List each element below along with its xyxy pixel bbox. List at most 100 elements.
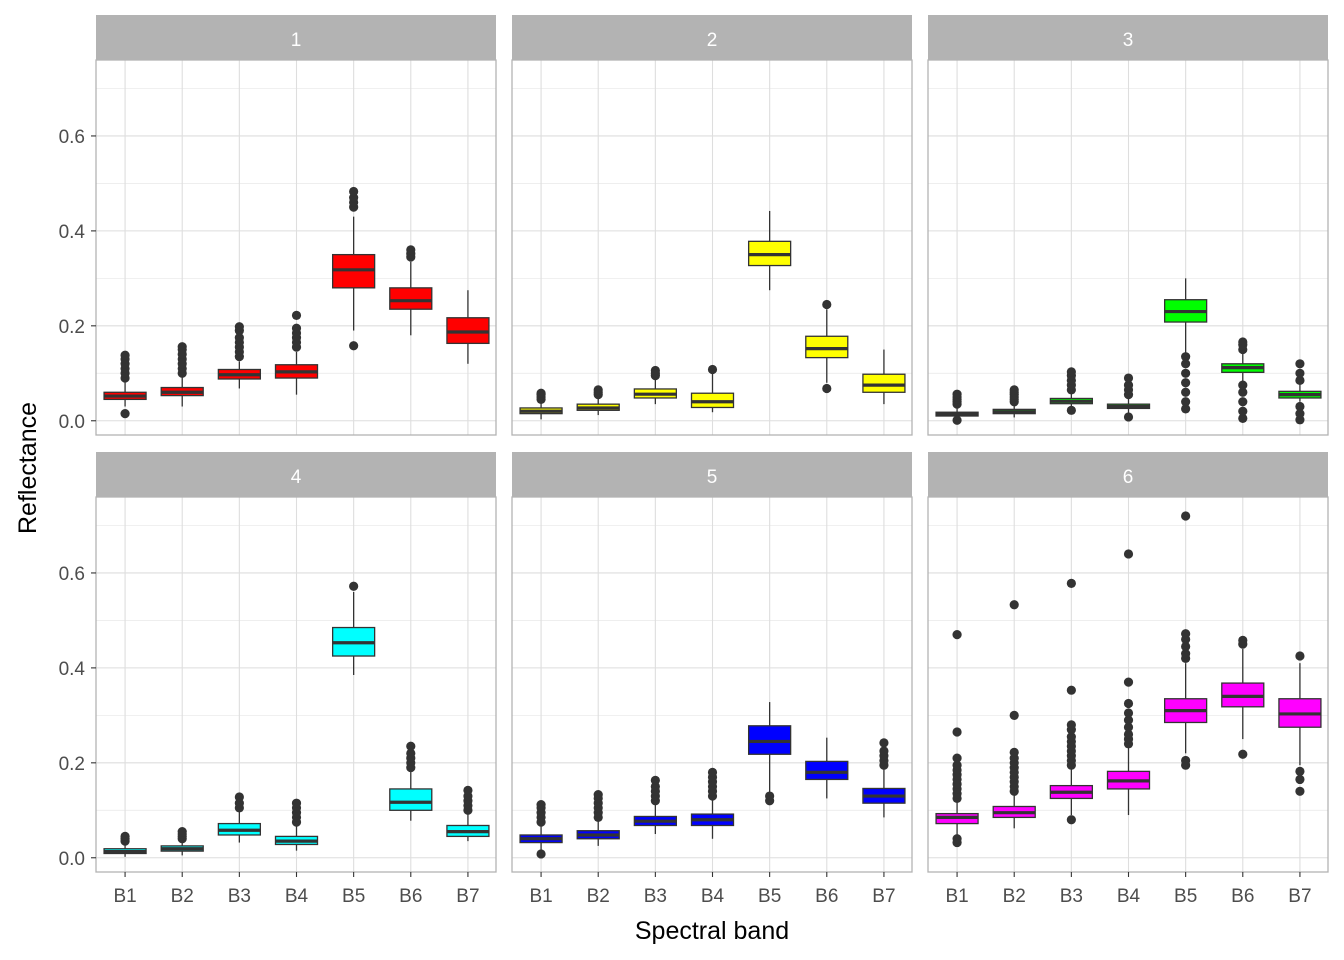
- y-tick-label: 0.2: [59, 754, 85, 775]
- box-B6: [1221, 635, 1265, 759]
- x-tick-label: B3: [1060, 886, 1083, 907]
- box-B1: [519, 388, 563, 420]
- box-B1: [103, 350, 147, 419]
- outlier-point: [952, 727, 962, 737]
- outlier-point: [177, 342, 187, 352]
- outlier-point: [406, 748, 416, 758]
- outlier-point: [1123, 549, 1134, 559]
- box-B5: [331, 581, 376, 676]
- outlier-point: [1123, 698, 1134, 709]
- box-B2: [992, 600, 1036, 829]
- box-B4: [274, 310, 319, 395]
- outlier-point: [1295, 409, 1305, 419]
- facet-strip-label: 5: [707, 467, 718, 488]
- outlier-point: [1123, 708, 1134, 718]
- x-tick-label: B2: [171, 886, 194, 907]
- box-B2: [576, 790, 620, 846]
- outlier-point: [1181, 387, 1191, 397]
- outlier-point: [1238, 397, 1248, 407]
- outlier-point: [349, 186, 359, 197]
- facet-panel-6: 6 B1 B2 B3 B4 B5 B6 B7: [927, 452, 1329, 907]
- outlier-point: [406, 245, 416, 255]
- outlier-point: [1238, 387, 1248, 397]
- outlier-point: [349, 581, 359, 591]
- outlier-point: [952, 415, 962, 425]
- box-B4: [1106, 549, 1151, 816]
- panel-border: [511, 59, 913, 436]
- outlier-point: [291, 323, 302, 333]
- outlier-point: [707, 364, 718, 375]
- x-tick-label: B6: [399, 886, 422, 907]
- outlier-point: [1295, 368, 1305, 378]
- box-B2: [992, 385, 1036, 418]
- facet-strip-label: 2: [707, 30, 718, 51]
- outlier-point: [1181, 511, 1191, 521]
- x-tick-label: B1: [945, 886, 968, 907]
- outlier-point: [1295, 786, 1305, 796]
- x-tick-label: B7: [872, 886, 895, 907]
- outlier-point: [952, 630, 962, 640]
- y-tick-label: 0.2: [59, 317, 85, 338]
- box-B4: [274, 798, 319, 851]
- box-B7: [862, 349, 906, 405]
- outlier-point: [536, 388, 546, 398]
- outlier-point: [650, 365, 660, 376]
- box-body: [389, 287, 433, 310]
- outlier-point: [593, 790, 603, 800]
- outlier-point: [291, 798, 302, 808]
- outlier-point: [463, 785, 473, 795]
- outlier-point: [1181, 629, 1191, 639]
- outlier-point: [1123, 729, 1134, 739]
- box-body: [389, 788, 433, 811]
- box-B7: [862, 738, 906, 818]
- box-B1: [103, 831, 147, 857]
- facet-strip: [512, 452, 912, 497]
- outlier-point: [879, 746, 889, 756]
- facet-strip: [928, 15, 1328, 60]
- outlier-point: [707, 767, 718, 777]
- box-B1: [519, 799, 563, 859]
- outlier-point: [120, 350, 130, 360]
- facet-panel-5: 5 B1 B2 B3 B4 B5 B6 B7: [511, 452, 913, 907]
- outlier-point: [952, 753, 962, 763]
- box-B7: [1278, 359, 1322, 425]
- outlier-point: [234, 792, 244, 802]
- y-tick-label: 0.0: [59, 412, 85, 433]
- box-B6: [805, 737, 849, 799]
- box-B3: [633, 365, 678, 405]
- x-tick-label: B3: [228, 886, 251, 907]
- box-B7: [446, 290, 490, 364]
- outlier-point: [1181, 649, 1191, 659]
- outlier-point: [1009, 710, 1019, 720]
- box-B2: [576, 385, 620, 416]
- box-B4: [690, 767, 735, 839]
- outlier-point: [1295, 766, 1305, 776]
- facet-strip: [512, 15, 912, 60]
- box-B4: [690, 364, 735, 413]
- outlier-point: [1066, 720, 1076, 730]
- y-tick-label: 0.4: [59, 222, 86, 243]
- outlier-point: [650, 775, 660, 785]
- outlier-point: [1123, 373, 1134, 383]
- outlier-point: [536, 849, 546, 859]
- outlier-point: [1066, 578, 1076, 588]
- x-tick-label: B4: [1117, 886, 1141, 907]
- x-tick-label: B1: [113, 886, 136, 907]
- box-B2: [160, 342, 204, 407]
- outlier-point: [952, 834, 962, 844]
- box-B3: [633, 775, 678, 835]
- y-tick-label: 0.0: [59, 849, 85, 870]
- facet-strip: [928, 452, 1328, 497]
- outlier-point: [1181, 755, 1191, 766]
- outlier-point: [1238, 337, 1248, 347]
- box-B7: [446, 785, 490, 842]
- outlier-point: [1238, 635, 1248, 645]
- box-B3: [1049, 578, 1094, 825]
- panel-border: [927, 59, 1329, 436]
- x-tick-label: B6: [815, 886, 838, 907]
- outlier-point: [120, 831, 130, 841]
- outlier-point: [822, 383, 832, 394]
- outlier-point: [1181, 641, 1191, 652]
- y-axis-title: Reflectance: [14, 402, 42, 534]
